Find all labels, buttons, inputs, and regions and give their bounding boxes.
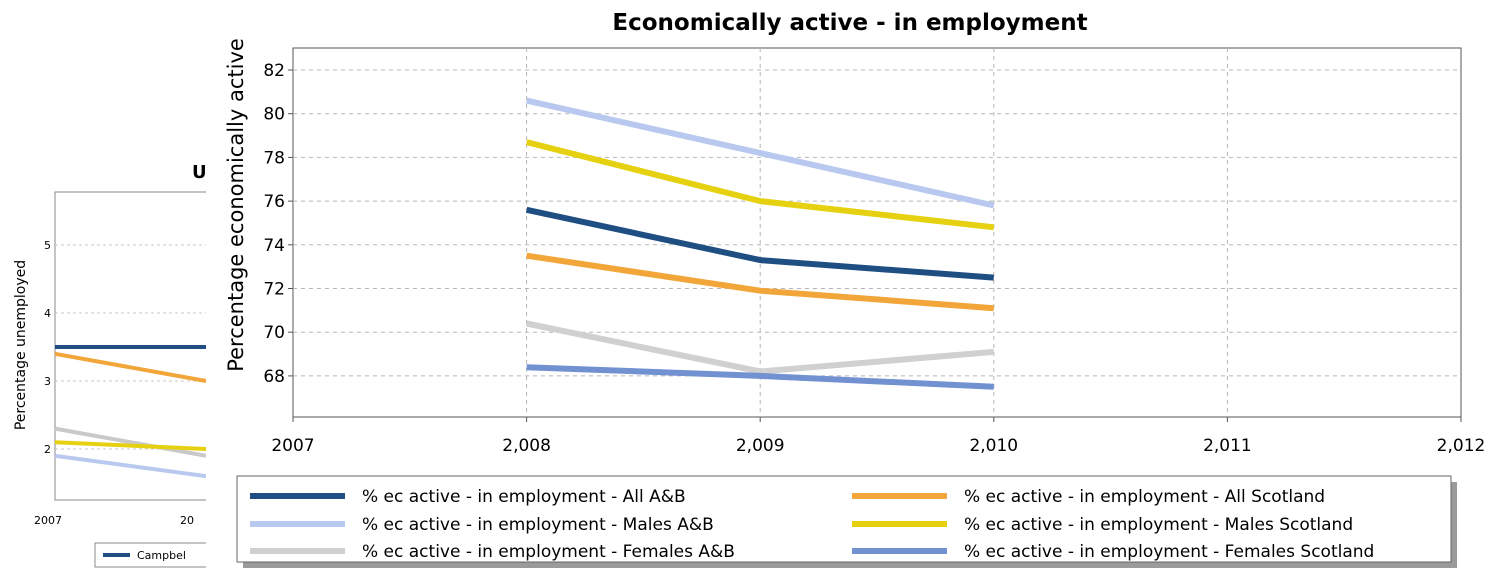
legend xyxy=(236,475,1452,563)
legend-label: % ec active - in employment - All Scotla… xyxy=(964,487,1325,507)
background-series-line xyxy=(54,453,207,479)
background-y-tick: 2 xyxy=(44,443,51,456)
background-chart-title-fragment: U xyxy=(192,162,207,183)
plot-area xyxy=(292,47,1462,418)
background-chart: U Percentage unemployed 2 3 4 5 2007 20 Cam… xyxy=(13,162,246,568)
x-tick-label: 2,011 xyxy=(1203,436,1252,456)
y-tick-label: 82 xyxy=(263,61,285,81)
background-y-tick: 4 xyxy=(44,307,51,320)
background-x-tick: 2007 xyxy=(34,514,62,527)
x-tick-label: 2,012 xyxy=(1437,436,1486,456)
y-tick-label: 80 xyxy=(263,105,285,125)
background-y-tick: 3 xyxy=(44,375,51,388)
x-tick-label: 2,010 xyxy=(969,436,1018,456)
background-series-line xyxy=(54,426,207,458)
y-tick-label: 78 xyxy=(263,148,285,168)
x-tick-label: 2,008 xyxy=(502,436,551,456)
y-tick-label: 74 xyxy=(263,236,285,256)
background-y-tick: 5 xyxy=(44,239,51,252)
y-tick-label: 68 xyxy=(263,367,285,387)
background-legend-label: Campbel xyxy=(137,549,186,562)
chart-title: Economically active - in employment xyxy=(612,10,1087,36)
legend-label: % ec active - in employment - Females Sc… xyxy=(964,542,1374,562)
background-y-axis-label: Percentage unemployed xyxy=(13,260,29,430)
x-tick-label: 2007 xyxy=(271,436,314,456)
x-tick-label: 2,009 xyxy=(736,436,785,456)
series-line xyxy=(525,206,995,281)
y-tick-label: 76 xyxy=(263,192,285,212)
series-line xyxy=(526,252,995,312)
series-line xyxy=(525,139,995,231)
legend-label: % ec active - in employment - Males A&B xyxy=(362,515,714,535)
background-series-line xyxy=(54,440,207,451)
legend-label: % ec active - in employment - Females A&… xyxy=(362,542,735,562)
series-line xyxy=(525,320,995,375)
background-series-line xyxy=(54,351,207,383)
legend-label: % ec active - in employment - Males Scot… xyxy=(964,515,1353,535)
y-tick-label: 70 xyxy=(263,323,285,343)
y-tick-label: 72 xyxy=(263,280,285,300)
series-line xyxy=(526,364,994,390)
legend-label: % ec active - in employment - All A&B xyxy=(362,487,686,507)
series-line xyxy=(525,97,995,209)
background-x-tick: 20 xyxy=(180,514,194,527)
y-axis-label: Percentage economically active xyxy=(224,38,248,372)
